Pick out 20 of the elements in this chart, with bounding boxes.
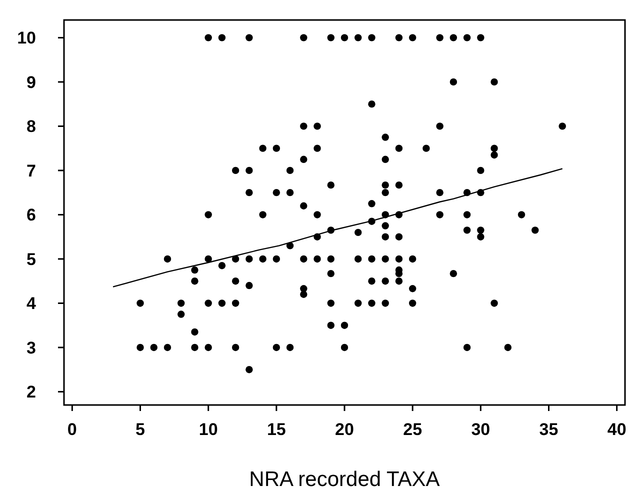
x-tick-label: 25 [403,420,422,439]
x-tick-label: 0 [67,420,77,439]
y-tick-label: 8 [26,117,36,136]
x-tick-label: 40 [607,420,626,439]
y-tick-label: 2 [26,382,36,402]
x-tick-label: 20 [335,420,354,439]
x-tick-label: 15 [266,420,286,439]
y-tick-label: 7 [26,161,36,180]
x-axis-title: NRA recorded TAXA [249,468,440,491]
y-tick-label: 5 [26,250,36,269]
y-tick-label: 9 [26,72,36,92]
x-tick-label: 10 [198,420,218,439]
line-series [112,168,563,288]
x-tick-label: 5 [136,420,145,439]
x-tick-label: 35 [539,420,558,439]
y-tick-label: 10 [17,28,36,48]
y-tick-label: 3 [26,338,36,358]
y-tick-label: 6 [26,206,36,225]
x-tick-label: 30 [471,420,490,439]
y-tick-label: 4 [26,294,37,314]
